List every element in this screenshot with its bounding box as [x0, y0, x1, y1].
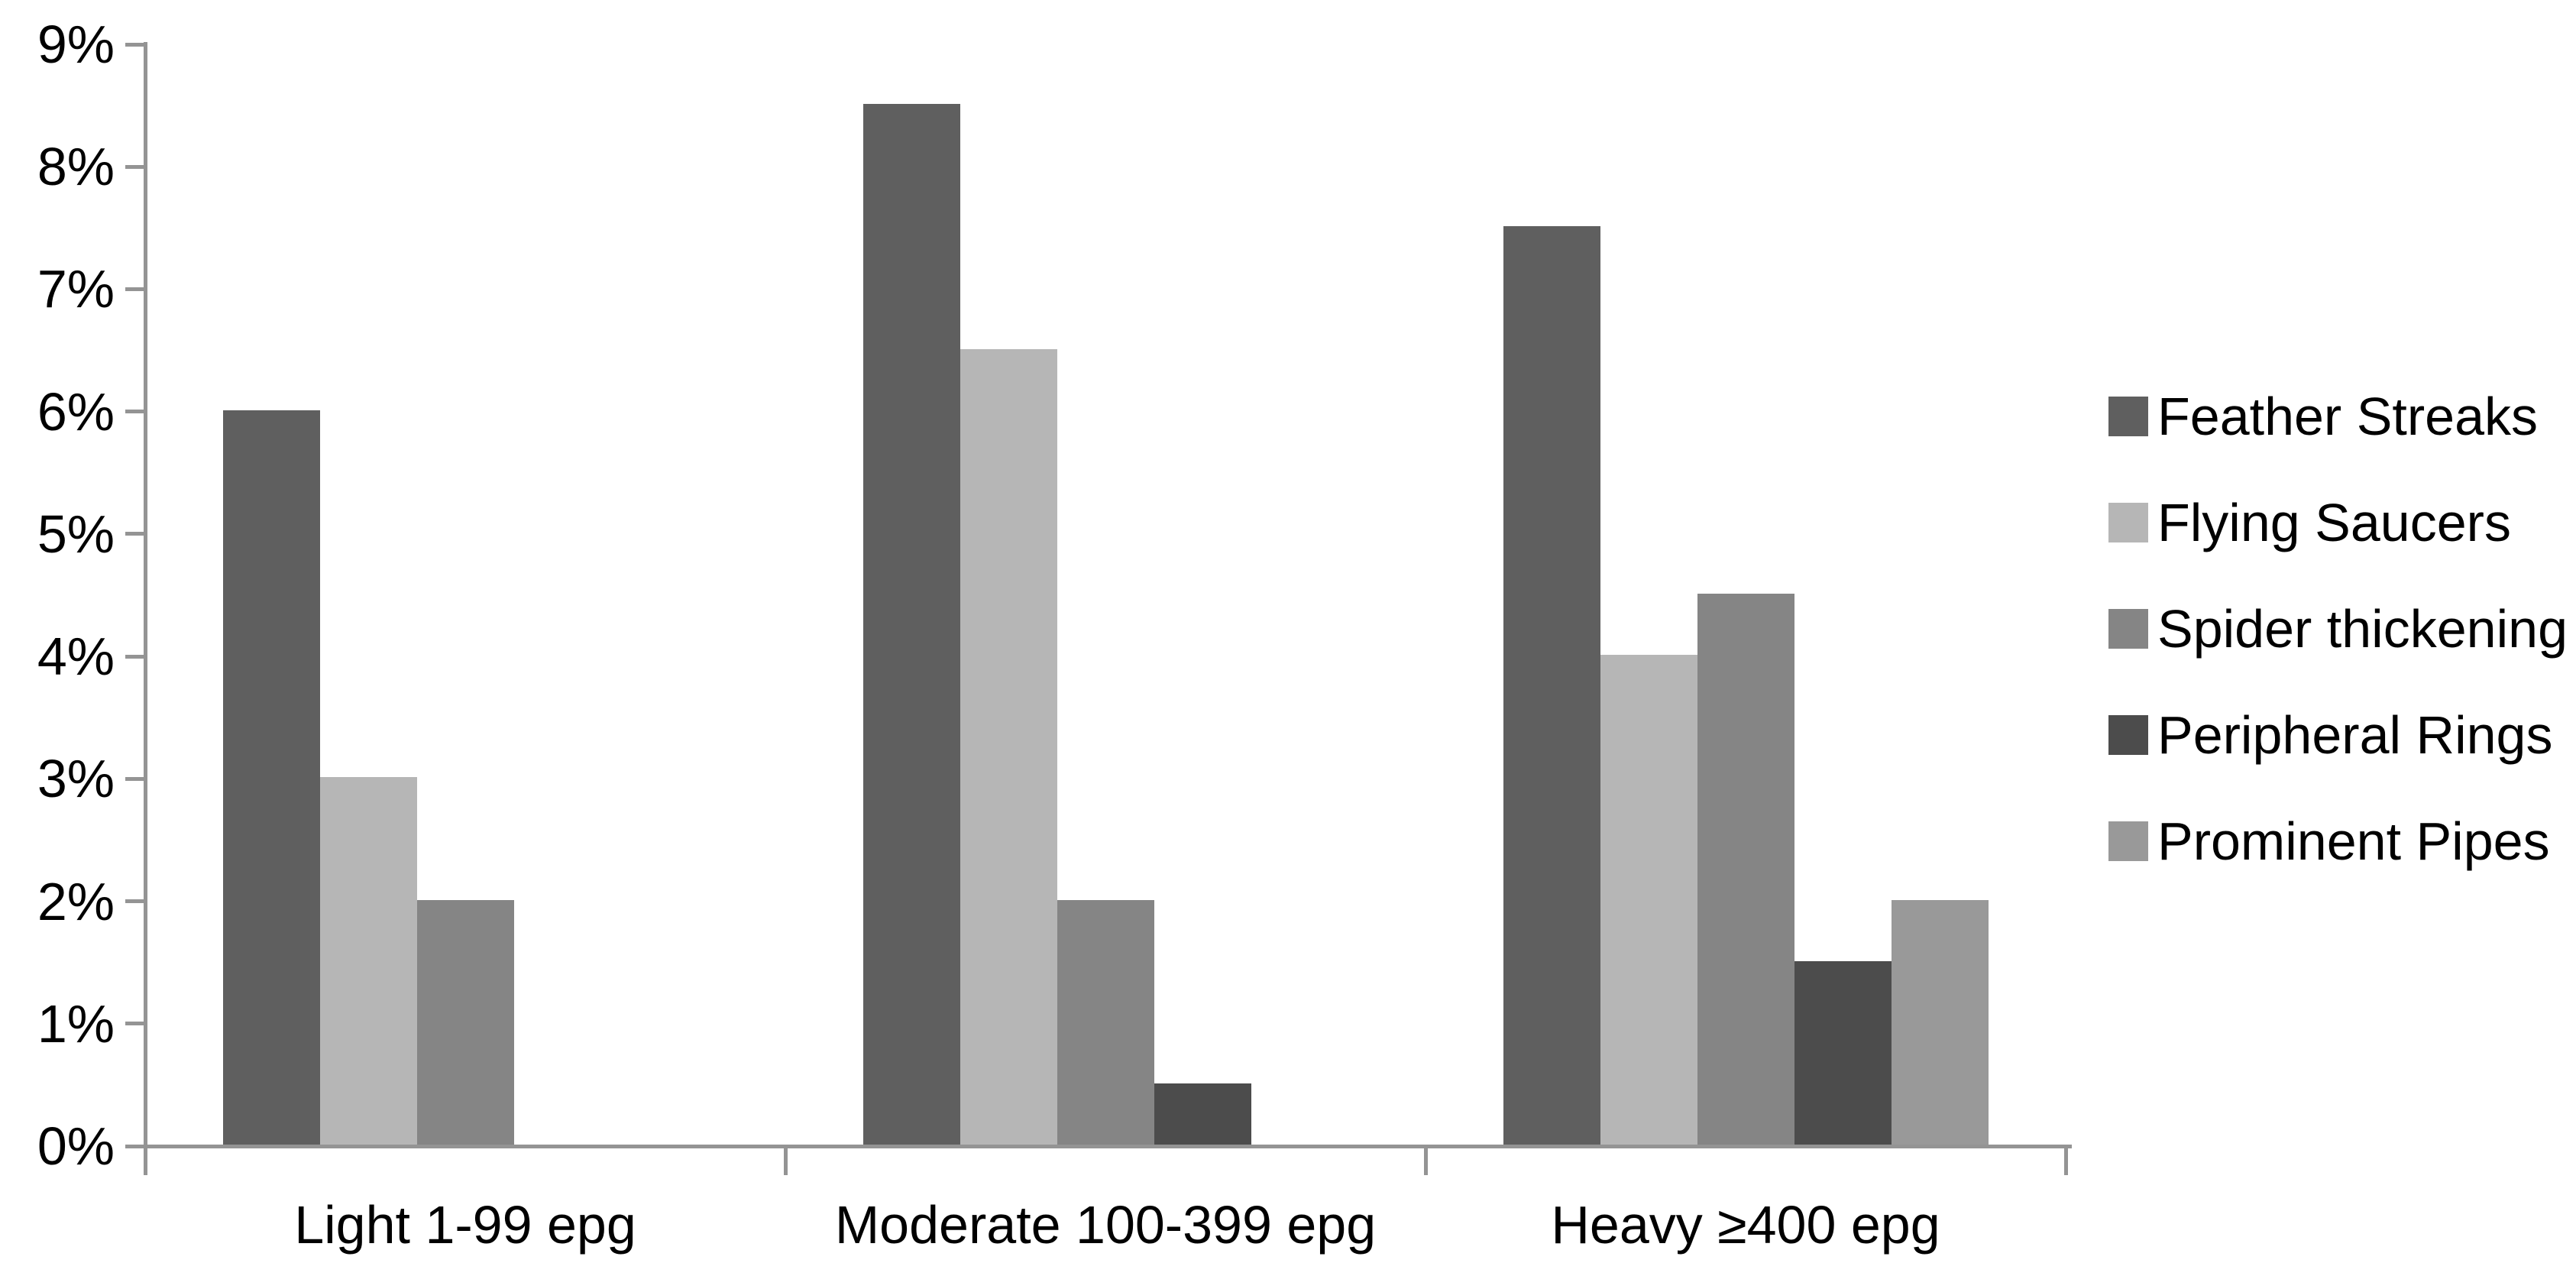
y-tick-label-2: 2%	[37, 871, 115, 931]
y-axis-line	[144, 42, 147, 1174]
bar-spider-thickening-light-1-99-epg	[416, 899, 514, 1145]
legend-label-feather-streaks: Feather Streaks	[2157, 387, 2538, 446]
y-tick-label-9: 9%	[37, 15, 115, 74]
x-tick-0	[143, 1146, 147, 1175]
legend-item-prominent-pipes: Prominent Pipes	[2108, 814, 2550, 868]
legend-label-prominent-pipes: Prominent Pipes	[2157, 811, 2550, 871]
y-tick-8	[125, 164, 144, 169]
legend: Feather Streaks Flying Saucers Spider thic…	[2108, 0, 2576, 1261]
x-tick-1	[783, 1146, 788, 1175]
bar-flying-saucers-moderate-100-399-epg	[960, 348, 1057, 1145]
y-tick-label-1: 1%	[37, 993, 115, 1054]
y-tick-2	[125, 899, 144, 904]
y-tick-5	[125, 532, 144, 536]
legend-label-spider-thickening: Spider thickening	[2157, 599, 2568, 659]
y-tick-label-7: 7%	[37, 259, 115, 319]
y-tick-9	[125, 42, 144, 47]
category-label-moderate-100-399-epg: Moderate 100-399 epg	[834, 1195, 1377, 1255]
bar-flying-saucers-light-1-99-epg	[319, 777, 417, 1145]
x-tick-2	[1423, 1146, 1428, 1175]
y-tick-4	[125, 654, 144, 659]
legend-swatch-peripheral-rings	[2108, 715, 2148, 755]
y-tick-label-0: 0%	[37, 1116, 115, 1176]
legend-item-feather-streaks: Feather Streaks	[2108, 390, 2538, 443]
legend-swatch-prominent-pipes	[2108, 821, 2148, 861]
legend-swatch-flying-saucers	[2108, 503, 2148, 542]
y-tick-label-8: 8%	[37, 137, 115, 197]
legend-item-spider-thickening: Spider thickening	[2108, 602, 2568, 656]
bar-spider-thickening-heavy-400-epg	[1697, 594, 1794, 1145]
y-tick-1	[125, 1022, 144, 1026]
bar-feather-streaks-light-1-99-epg	[222, 410, 320, 1145]
bar-spider-thickening-moderate-100-399-epg	[1057, 899, 1154, 1145]
legend-label-peripheral-rings: Peripheral Rings	[2157, 705, 2553, 765]
y-tick-7	[125, 287, 144, 291]
y-tick-label-5: 5%	[37, 504, 115, 564]
legend-item-peripheral-rings: Peripheral Rings	[2108, 708, 2552, 762]
legend-item-flying-saucers: Flying Saucers	[2108, 496, 2511, 549]
bar-flying-saucers-heavy-400-epg	[1600, 655, 1697, 1145]
y-tick-3	[125, 776, 144, 781]
x-axis-line	[126, 1145, 2072, 1148]
legend-swatch-spider-thickening	[2108, 609, 2148, 649]
y-tick-0	[125, 1144, 144, 1148]
x-tick-3	[2063, 1146, 2068, 1175]
bar-peripheral-rings-heavy-400-epg	[1794, 960, 1892, 1145]
bar-feather-streaks-moderate-100-399-epg	[862, 104, 960, 1145]
bar-peripheral-rings-moderate-100-399-epg	[1154, 1083, 1251, 1145]
bar-prominent-pipes-heavy-400-epg	[1891, 899, 1989, 1145]
legend-label-flying-saucers: Flying Saucers	[2157, 493, 2511, 552]
category-label-light-1-99-epg: Light 1-99 epg	[294, 1195, 636, 1255]
category-label-heavy-400-epg: Heavy ≥400 epg	[1551, 1195, 1940, 1255]
bar-feather-streaks-heavy-400-epg	[1503, 226, 1600, 1145]
y-tick-6	[125, 410, 144, 414]
legend-swatch-feather-streaks	[2108, 397, 2148, 436]
y-tick-label-3: 3%	[37, 749, 115, 809]
y-tick-label-4: 4%	[37, 627, 115, 687]
y-tick-label-6: 6%	[37, 381, 115, 442]
